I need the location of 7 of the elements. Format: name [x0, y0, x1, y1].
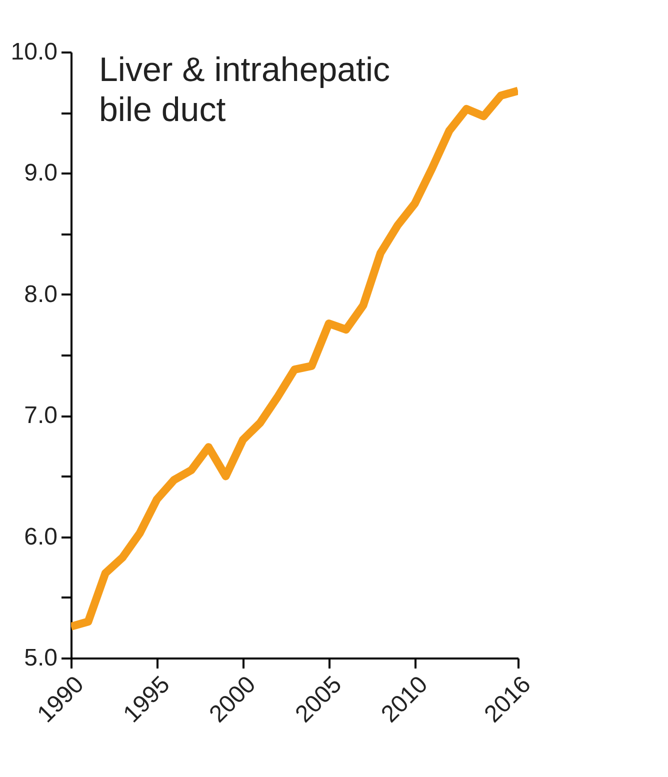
y-tick-label: 7.0: [24, 402, 58, 430]
y-tick-label: 8.0: [24, 280, 58, 308]
text: Liver & intrahepatic bile duct: [99, 51, 390, 129]
y-tick-label: 10.0: [10, 38, 58, 66]
y-tick-label: 5.0: [24, 644, 58, 672]
y-tick-label: 6.0: [24, 523, 58, 550]
y-tick-label: 9.0: [24, 160, 58, 187]
